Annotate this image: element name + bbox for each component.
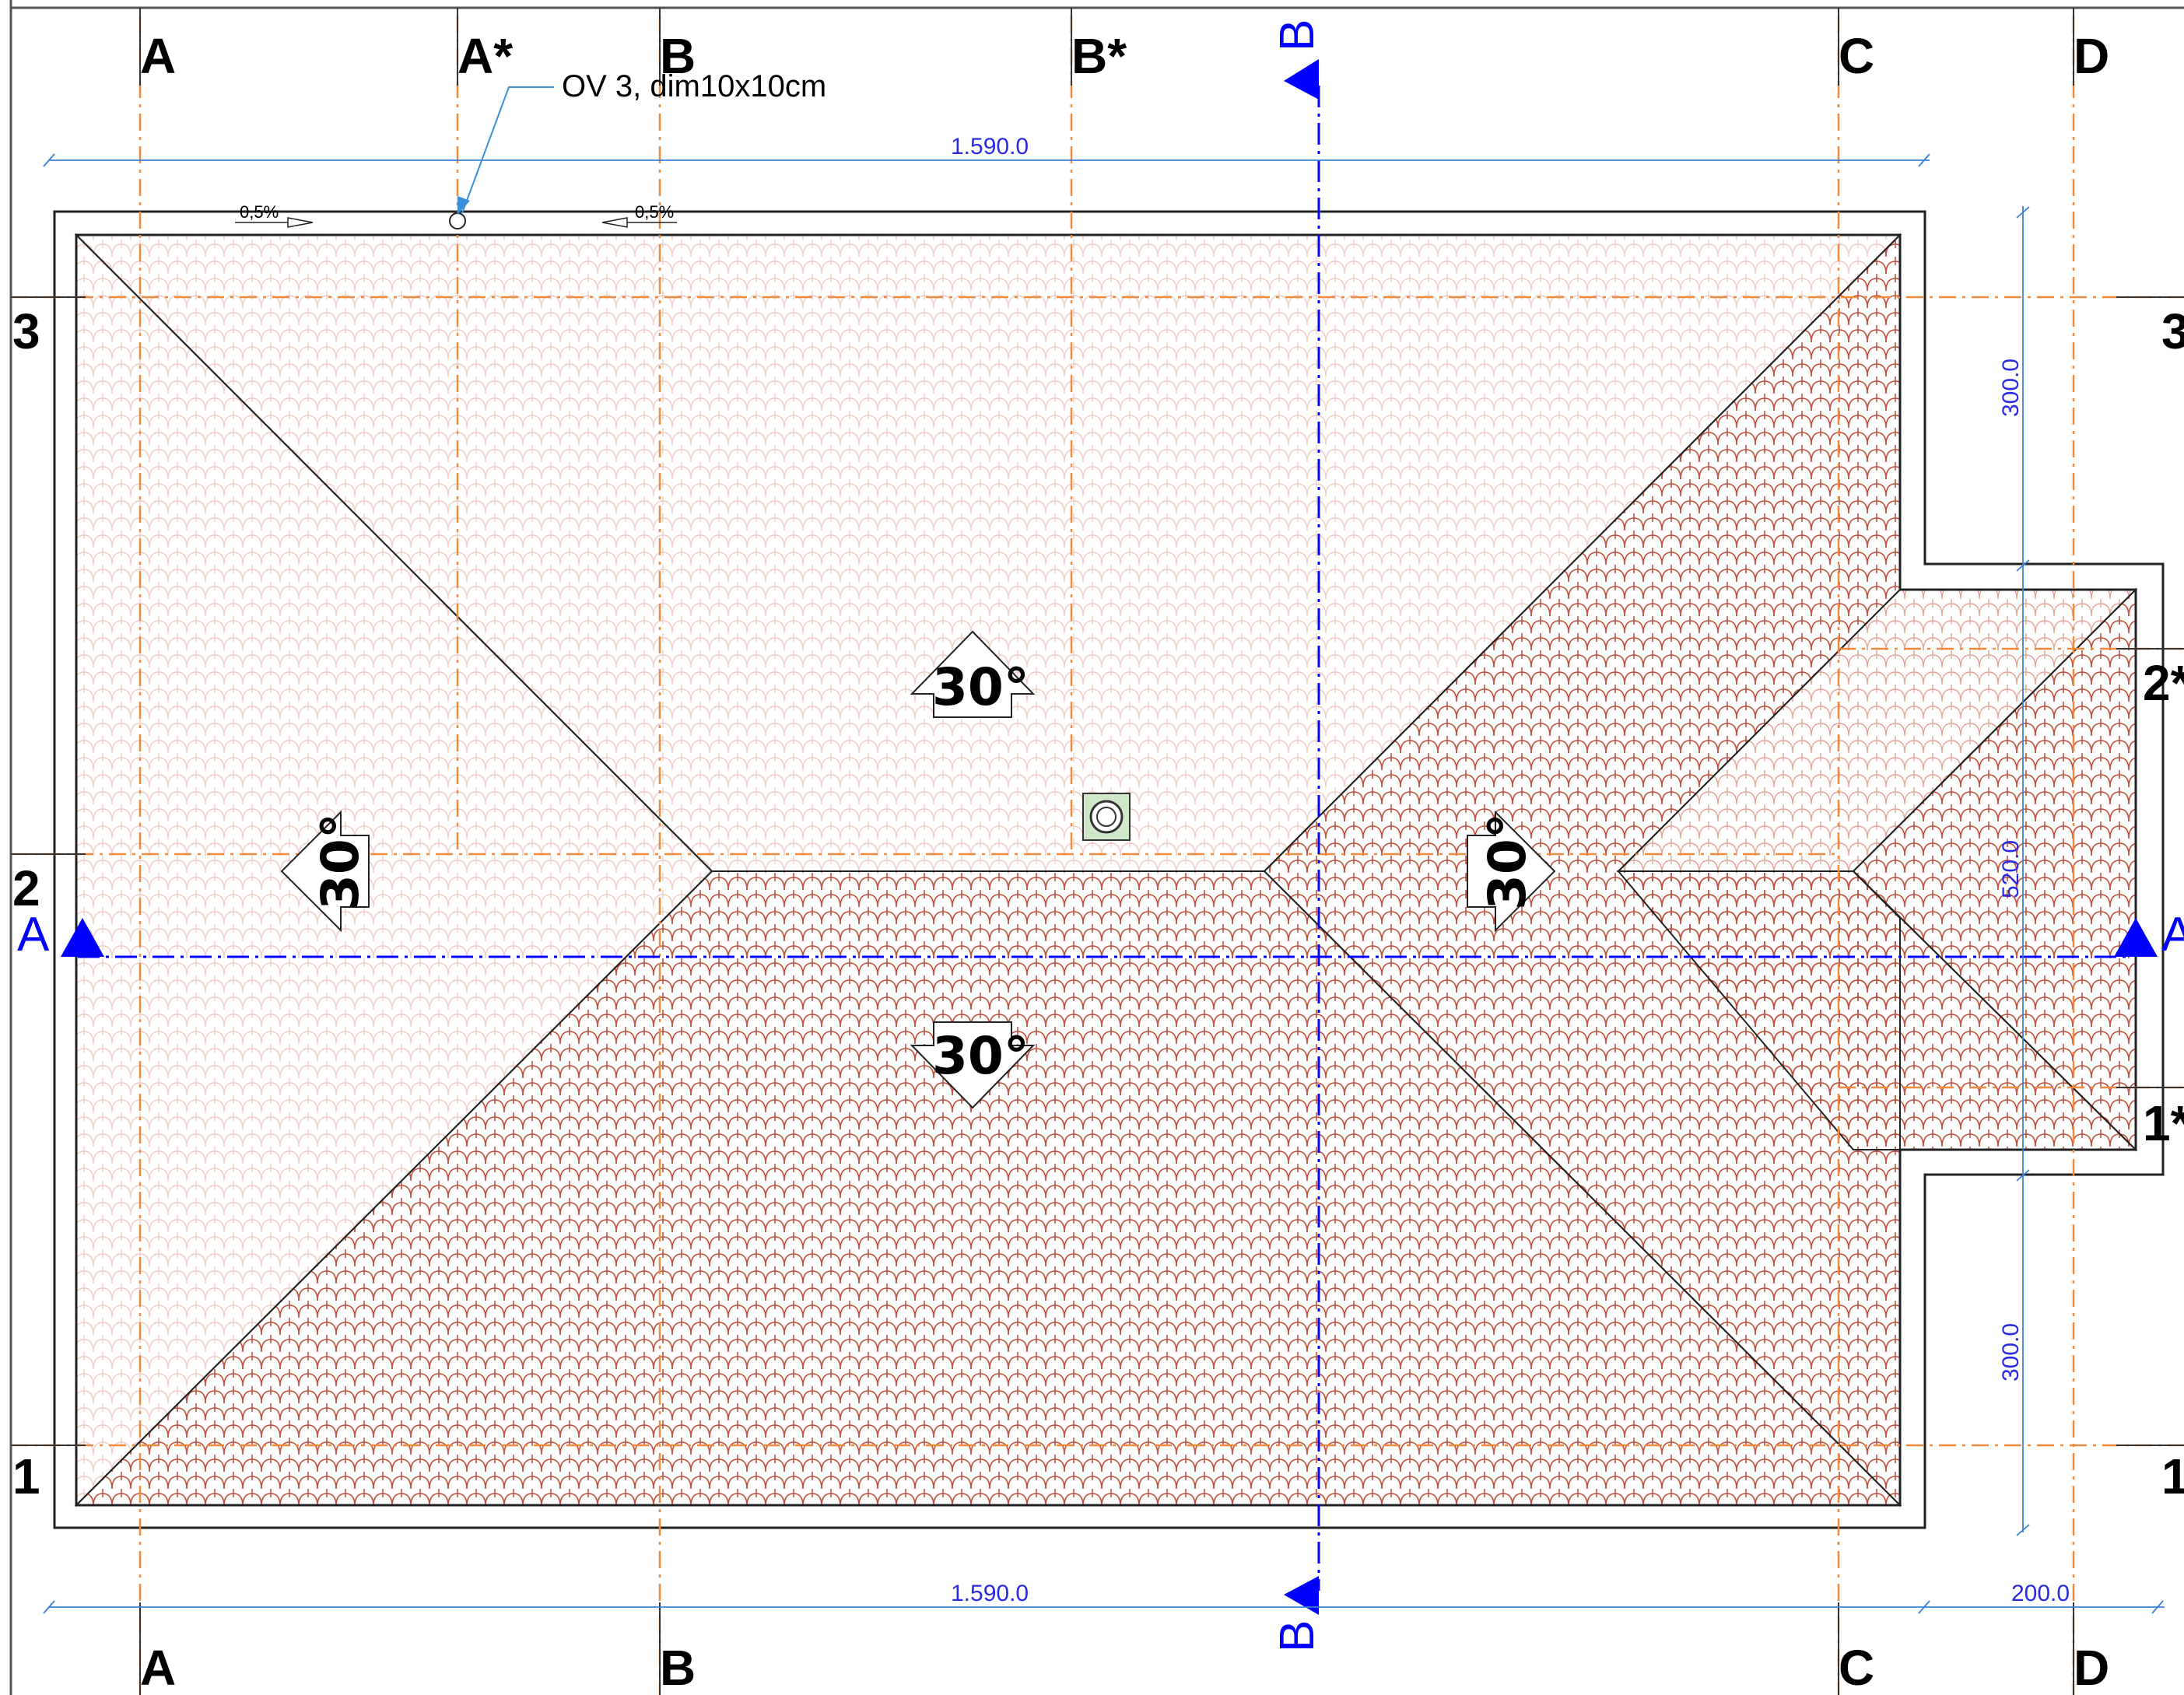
slope-label-south: 30° — [932, 1026, 1029, 1086]
slope-label-east: 30° — [1478, 813, 1537, 910]
dim-right-middle: 520.0 — [1998, 840, 2024, 898]
downpipe-leader-arrow — [457, 196, 470, 215]
grid-label-right-1: 1 — [2161, 1448, 2184, 1504]
grid-label-top-C: C — [1839, 28, 1874, 84]
grid-label-top-A: A — [140, 28, 176, 84]
grid-label-left-3: 3 — [12, 303, 40, 359]
eave-outline — [53, 210, 2165, 1529]
grid-label-right-3: 3 — [2161, 303, 2184, 359]
dim-right-upper: 300.0 — [1998, 359, 2024, 417]
gutter-slope-left-label: 0,5% — [240, 202, 279, 222]
section-lines — [78, 86, 2132, 1591]
section-label-A-right: A — [2161, 908, 2184, 961]
downpipe-icon — [449, 212, 466, 229]
grid-label-left-1: 1 — [12, 1448, 40, 1504]
grid-label-bottom-A: A — [140, 1640, 176, 1695]
roof-edge — [75, 233, 2137, 1507]
downpipe-leader — [461, 86, 554, 214]
slope-arrow-west: 30° — [280, 810, 370, 933]
chimney — [1082, 793, 1131, 841]
slope-arrow-east: 30° — [1467, 810, 1556, 933]
grid-label-top-B-star: B* — [1071, 28, 1127, 84]
dim-top-overall: 1.590.0 — [951, 134, 1029, 159]
grid-label-bottom-D: D — [2074, 1640, 2109, 1695]
grid-ticks — [11, 8, 2184, 1695]
section-marker-B-bottom — [1284, 1576, 1319, 1615]
grid-label-bottom-C: C — [1839, 1640, 1874, 1695]
section-label-B-top: B — [1271, 19, 1324, 51]
dim-bottom-overall: 1.590.0 — [951, 1581, 1029, 1606]
slope-arrow-south: 30° — [910, 1021, 1036, 1109]
dimension-lines — [43, 153, 2165, 1614]
grid-label-top-A-star: A* — [457, 28, 513, 84]
downpipe-note: OV 3, dim10x10cm — [562, 69, 826, 103]
gutter-slope-left: 0,5% — [235, 202, 314, 228]
section-marker-A-left — [61, 918, 104, 957]
grid-label-top-D: D — [2074, 28, 2109, 84]
grid-label-top-B: B — [660, 28, 696, 84]
section-label-B-bottom: B — [1271, 1620, 1324, 1652]
dim-right-lower: 300.0 — [1998, 1323, 2024, 1382]
slope-label-west: 30° — [310, 813, 370, 910]
grid-label-left-2: 2 — [12, 860, 40, 916]
slope-arrow-north: 30° — [910, 630, 1036, 718]
grid-label-right-2-star: 2* — [2143, 655, 2184, 711]
section-marker-B-top — [1284, 59, 1319, 100]
dim-bottom-right: 200.0 — [2011, 1581, 2070, 1606]
gutter-slope-right: 0,5% — [601, 202, 677, 228]
section-label-A-left: A — [17, 908, 50, 961]
gutter-slope-right-label: 0,5% — [635, 202, 674, 222]
section-marker-A-right — [2114, 918, 2158, 957]
slope-label-north: 30° — [932, 657, 1029, 717]
grid-label-right-1-star: 1* — [2143, 1095, 2184, 1151]
grid-label-bottom-B: B — [660, 1640, 696, 1695]
